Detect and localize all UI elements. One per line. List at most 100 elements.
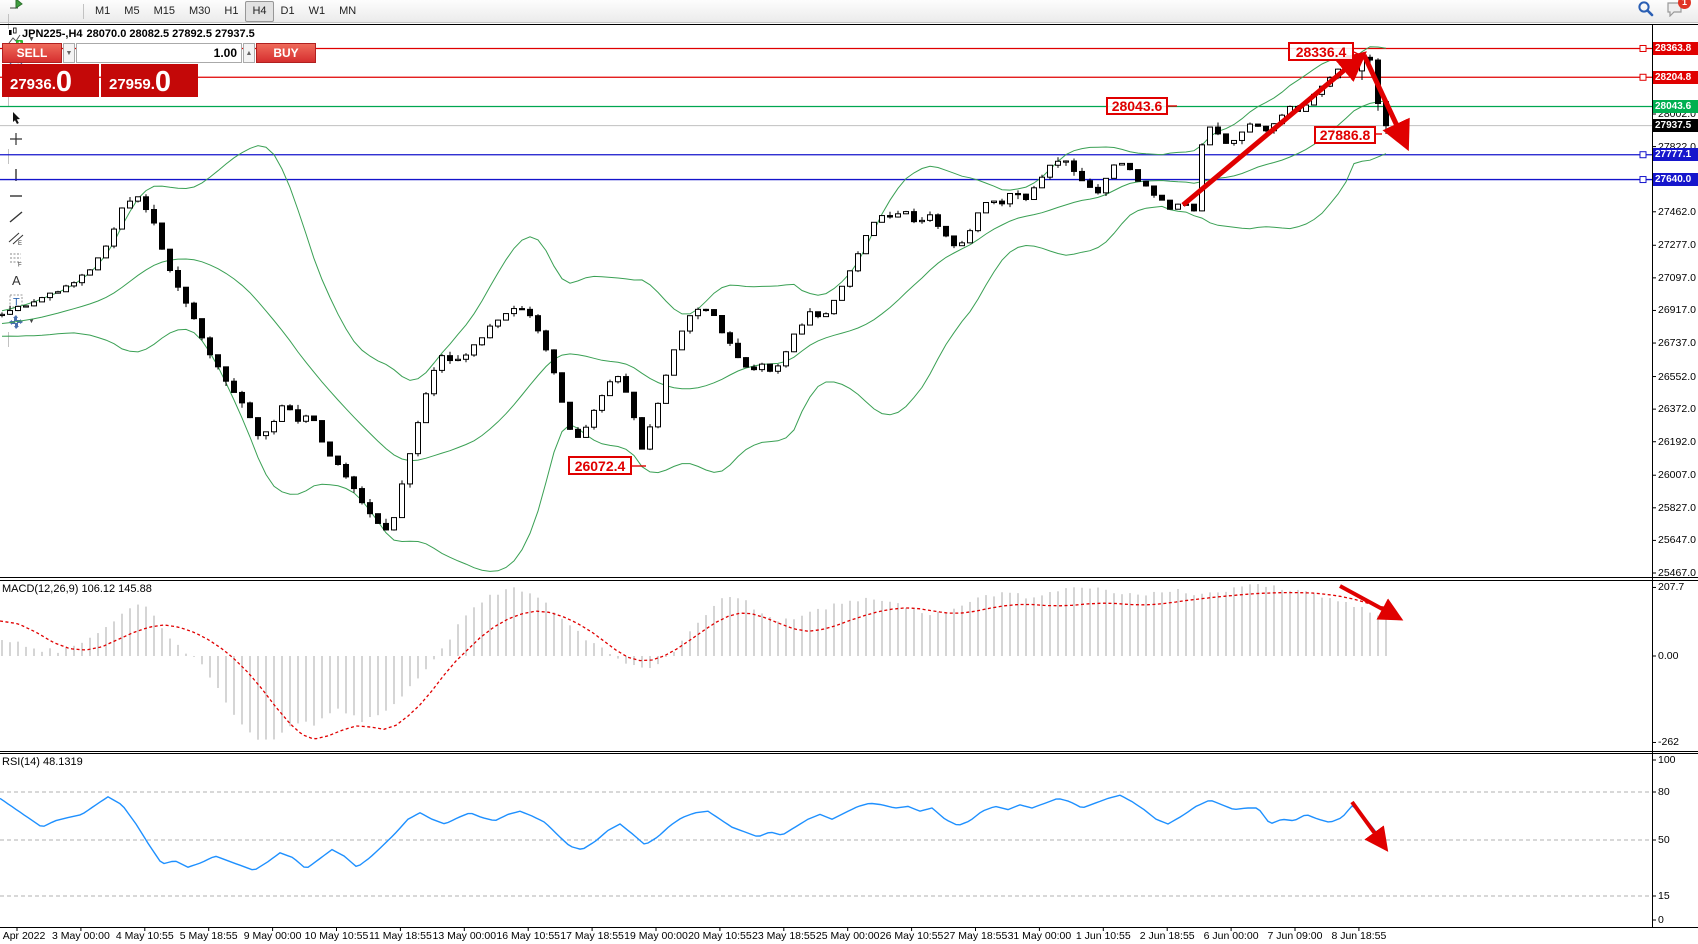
svg-text:T: T [13, 296, 20, 308]
timeframe-m5[interactable]: M5 [124, 4, 140, 17]
text-button[interactable]: A [4, 269, 79, 290]
timeframe-m30[interactable]: M30 [188, 4, 211, 17]
axis-tick-label: 26372.0 [1658, 403, 1696, 416]
axis-tick-label: 25827.0 [1658, 501, 1696, 514]
axis-tick-label: 26737.0 [1658, 337, 1696, 350]
axis-tick-label: 26552.0 [1658, 370, 1696, 383]
time-axis-label: 9 May 00:00 [243, 930, 302, 942]
time-axis-label: 11 May 18:55 [368, 930, 432, 942]
price-scale[interactable] [16, 80, 1656, 931]
timeframe-h1[interactable]: H1 [224, 4, 239, 17]
timeframe-w1[interactable]: W1 [308, 4, 326, 17]
price-annotation-box[interactable]: 27886.8 [1314, 126, 1376, 144]
level-price-chip: 28204.8 [1653, 70, 1698, 84]
rsi-axis-label: 15 [1658, 890, 1670, 902]
notification-badge: 1 [1678, 0, 1691, 9]
symbol-period-label: JPN225-,H4 [22, 27, 83, 40]
axis-tick-label: 27277.0 [1658, 239, 1696, 252]
time-axis-label: 8 Jun 18:55 [1331, 930, 1387, 942]
time-axis-label: 2 Jun 18:55 [1139, 930, 1195, 942]
time-axis-label: 1 Jun 10:55 [1075, 930, 1131, 942]
rsi-pane [0, 791, 1652, 897]
toolbar-separator [8, 149, 9, 164]
axis-tick-label: 26917.0 [1658, 304, 1696, 317]
rsi-axis-label: 80 [1658, 786, 1670, 798]
timeframe-m1[interactable]: M1 [95, 4, 111, 17]
time-axis-label: 25 May 00:00 [815, 930, 880, 942]
time-axis-label: 13 May 00:00 [432, 930, 497, 942]
current-price-chip: 27937.5 [1653, 119, 1698, 133]
symbol-header: JPN225-,H4 28070.0 28082.5 27892.5 27937… [8, 27, 255, 40]
time-axis-label: 16 May 10:55 [496, 930, 561, 942]
trend-arrow [1350, 800, 1389, 852]
svg-text:E: E [18, 241, 22, 246]
rsi-axis-label: 50 [1658, 834, 1670, 846]
drawn-annotations[interactable] [632, 51, 1410, 852]
trendline-button[interactable] [4, 206, 79, 227]
time-axis-label: 26 May 10:55 [879, 930, 944, 942]
time-axis-label: 7 Jun 09:00 [1267, 930, 1323, 942]
time-axis-label: 31 May 00:00 [1007, 930, 1072, 942]
buy-button[interactable]: BUY [256, 43, 316, 63]
buy-price-display[interactable]: 27959. 0 [101, 64, 198, 97]
volume-up-stepper[interactable]: ▲ [243, 43, 255, 63]
level-price-chip: 27640.0 [1653, 173, 1698, 187]
toolbar-separator [8, 332, 9, 347]
timeframe-d1[interactable]: D1 [280, 4, 295, 17]
rsi-axis-label: 100 [1658, 754, 1676, 766]
bollinger-lower [1, 153, 1387, 572]
volume-input[interactable] [76, 43, 242, 63]
crosshair-button[interactable] [4, 128, 79, 149]
axis-tick-label: 27462.0 [1658, 205, 1696, 218]
price-level-lines[interactable] [0, 44, 1652, 184]
macd-axis-label: 0.00 [1658, 650, 1679, 662]
search-icon[interactable] [1637, 0, 1654, 22]
vertical-line-button[interactable] [4, 164, 79, 185]
axis-tick-label: 27097.0 [1658, 271, 1696, 284]
time-axis-label: 5 May 18:55 [179, 930, 238, 942]
rsi-line [0, 794, 1385, 871]
time-axis-label: 20 May 10:55 [688, 930, 752, 942]
cursor-button[interactable] [4, 107, 79, 128]
time-axis-label: 17 May 18:55 [560, 930, 624, 942]
trend-arrow [1361, 53, 1410, 152]
macd-pane [0, 584, 1389, 740]
time-axis-label: 23 May 18:55 [751, 930, 816, 942]
price-annotation-box[interactable]: 26072.4 [568, 456, 632, 475]
price-annotation-box[interactable]: 28336.4 [1288, 42, 1354, 61]
timeframe-h4[interactable]: H4 [245, 0, 274, 22]
sell-button[interactable]: SELL [2, 43, 62, 63]
candles [0, 53, 1389, 531]
channel-button[interactable]: E [4, 227, 79, 248]
sell-price-display[interactable]: 27936. 0 [2, 64, 99, 97]
time-axis-label: 4 May 10:55 [115, 930, 174, 942]
timeframe-mn[interactable]: MN [339, 4, 357, 17]
timeframe-group: M1 M5 M15 M30 H1 H4 D1 W1 MN [79, 0, 363, 22]
trend-arrow [1339, 584, 1404, 621]
level-price-chip: 28363.8 [1653, 41, 1698, 55]
volume-down-stepper[interactable]: ▼ [63, 43, 75, 63]
one-click-trading-panel: SELL ▼ ▲ BUY 27936. 0 27959. 0 [2, 43, 316, 97]
axis-tick-label: 26192.0 [1658, 435, 1696, 448]
svg-text:F: F [18, 262, 22, 267]
chart-icon [8, 27, 18, 40]
macd-signal-line [0, 591, 1389, 740]
timeframe-m15[interactable]: M15 [153, 4, 175, 17]
price-annotation-box[interactable]: 28043.6 [1106, 97, 1168, 115]
trend-arrow [1181, 51, 1367, 207]
time-axis-label: 29 Apr 2022 [0, 930, 46, 942]
time-axis-label: 3 May 00:00 [51, 930, 110, 942]
horizontal-line-button[interactable] [4, 185, 79, 206]
auto-scroll-button[interactable] [4, 0, 79, 14]
rsi-axis-label: 0 [1658, 914, 1664, 926]
toolbar-separator [8, 92, 9, 107]
macd-axis-label: -262 [1658, 736, 1680, 749]
axis-tick-label: 25647.0 [1658, 534, 1696, 547]
time-axis-label: 10 May 10:55 [304, 930, 369, 942]
fibonacci-button[interactable]: F [4, 248, 79, 269]
time-axis-label: 19 May 00:00 [624, 930, 688, 942]
axis-tick-label: 25467.0 [1658, 566, 1696, 579]
chat-icon[interactable]: 1 [1666, 0, 1691, 22]
rsi-indicator-label: RSI(14) 48.1319 [2, 756, 83, 768]
